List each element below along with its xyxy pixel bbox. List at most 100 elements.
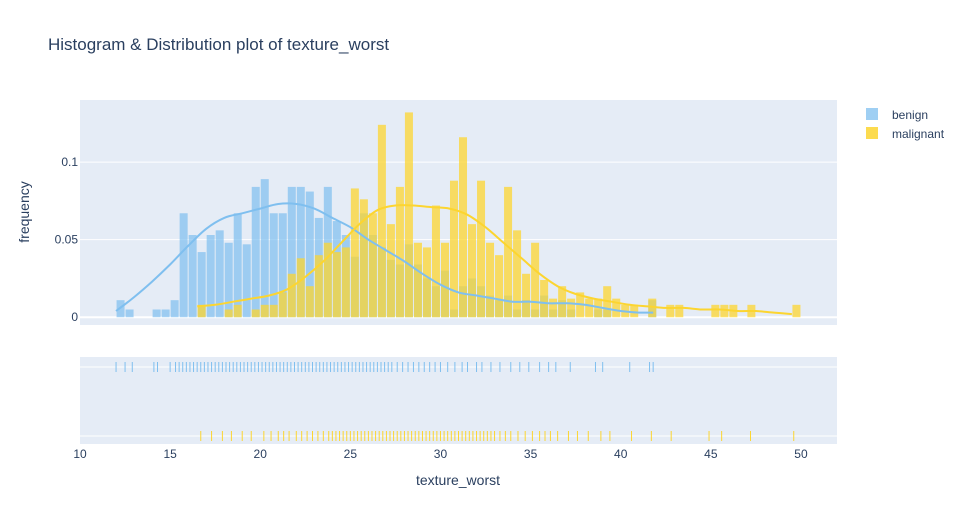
bar-malignant[interactable] — [558, 286, 567, 318]
bar-malignant[interactable] — [459, 137, 468, 318]
legend-swatch-benign — [866, 108, 878, 120]
bar-malignant[interactable] — [350, 188, 359, 318]
bar-malignant[interactable] — [666, 304, 675, 318]
bar-malignant[interactable] — [296, 258, 305, 318]
bar-malignant[interactable] — [648, 298, 657, 318]
bar-malignant[interactable] — [404, 112, 413, 318]
bar-benign[interactable] — [161, 309, 170, 318]
bar-malignant[interactable] — [422, 247, 431, 318]
main-plot-background — [80, 100, 837, 325]
bar-benign[interactable] — [206, 235, 215, 318]
bar-malignant[interactable] — [612, 298, 621, 318]
bar-malignant[interactable] — [431, 205, 440, 318]
bar-malignant[interactable] — [549, 298, 558, 318]
bar-malignant[interactable] — [251, 309, 260, 318]
x-tick-label: 20 — [254, 447, 268, 461]
bar-benign[interactable] — [269, 213, 278, 318]
bar-benign[interactable] — [215, 230, 224, 318]
chart-title: Histogram & Distribution plot of texture… — [48, 35, 389, 54]
bar-malignant[interactable] — [792, 304, 801, 318]
bar-malignant[interactable] — [269, 304, 278, 318]
kde-curves — [115, 202, 792, 316]
y-tick-label: 0.1 — [61, 155, 78, 169]
x-axis-title: texture_worst — [416, 472, 500, 488]
y-axis-tick-labels: 0 0.05 0.1 — [55, 155, 79, 324]
bar-malignant[interactable] — [522, 273, 531, 318]
legend-item-benign[interactable]: benign — [866, 108, 928, 122]
bar-malignant[interactable] — [377, 124, 386, 318]
bar-malignant[interactable] — [386, 224, 395, 318]
bar-benign[interactable] — [233, 213, 242, 318]
x-tick-label: 50 — [794, 447, 808, 461]
bar-malignant[interactable] — [287, 273, 296, 318]
bar-malignant[interactable] — [504, 186, 513, 318]
bar-malignant[interactable] — [278, 292, 287, 318]
rug-plot-background — [80, 357, 837, 444]
kde-curve-malignant[interactable] — [197, 204, 792, 316]
bar-malignant[interactable] — [675, 304, 684, 318]
bar-benign[interactable] — [287, 186, 296, 318]
bar-malignant[interactable] — [197, 304, 206, 318]
y-tick-label: 0.05 — [55, 233, 79, 247]
y-axis-title: frequency — [16, 181, 32, 242]
rug-marks — [115, 362, 795, 441]
bar-malignant[interactable] — [233, 304, 242, 318]
bar-malignant[interactable] — [305, 286, 314, 318]
legend-label-malignant: malignant — [892, 127, 945, 141]
legend-item-malignant[interactable]: malignant — [866, 127, 945, 141]
bar-malignant[interactable] — [449, 180, 458, 318]
legend: benign malignant — [866, 108, 945, 141]
bar-malignant[interactable] — [630, 304, 639, 318]
bar-malignant[interactable] — [531, 242, 540, 318]
x-tick-label: 10 — [73, 447, 87, 461]
kde-curve-benign[interactable] — [115, 202, 654, 314]
bar-malignant[interactable] — [567, 298, 576, 318]
bar-benign[interactable] — [278, 213, 287, 318]
bar-benign[interactable] — [224, 242, 233, 318]
bar-malignant[interactable] — [585, 298, 594, 318]
bar-benign[interactable] — [152, 309, 161, 318]
bar-benign[interactable] — [251, 186, 260, 318]
bar-malignant[interactable] — [332, 252, 341, 318]
bar-malignant[interactable] — [540, 280, 549, 318]
x-tick-label: 25 — [344, 447, 358, 461]
x-tick-label: 40 — [614, 447, 628, 461]
bar-benign[interactable] — [305, 191, 314, 318]
bar-malignant[interactable] — [395, 186, 404, 318]
bar-malignant[interactable] — [720, 304, 729, 318]
x-tick-label: 35 — [524, 447, 538, 461]
bar-benign[interactable] — [188, 235, 197, 318]
x-tick-label: 30 — [434, 447, 448, 461]
bar-malignant[interactable] — [359, 199, 368, 318]
bar-benign[interactable] — [296, 186, 305, 318]
main-plot-gridlines — [80, 161, 837, 437]
bar-malignant[interactable] — [224, 309, 233, 318]
bar-malignant[interactable] — [368, 213, 377, 318]
bar-malignant[interactable] — [341, 247, 350, 318]
x-tick-label: 45 — [704, 447, 718, 461]
x-tick-label: 15 — [163, 447, 177, 461]
bar-malignant[interactable] — [486, 242, 495, 318]
bar-benign[interactable] — [170, 300, 179, 318]
bar-malignant[interactable] — [260, 304, 269, 318]
bar-malignant[interactable] — [323, 242, 332, 318]
bar-benign[interactable] — [197, 252, 206, 318]
bar-benign[interactable] — [242, 244, 251, 318]
bar-malignant[interactable] — [468, 224, 477, 318]
bar-malignant[interactable] — [314, 255, 323, 318]
bar-malignant[interactable] — [711, 304, 720, 318]
bar-malignant[interactable] — [477, 180, 486, 318]
bar-benign[interactable] — [260, 179, 269, 318]
legend-swatch-malignant — [866, 127, 878, 139]
bar-benign[interactable] — [179, 213, 188, 318]
bar-benign[interactable] — [125, 309, 134, 318]
y-tick-label: 0 — [71, 310, 78, 324]
bar-malignant[interactable] — [495, 255, 504, 318]
x-axis-tick-labels: 10 15 20 25 30 35 40 45 50 — [73, 447, 808, 461]
bar-malignant[interactable] — [440, 242, 449, 318]
legend-label-benign: benign — [892, 108, 928, 122]
bar-malignant[interactable] — [513, 230, 522, 318]
bar-malignant[interactable] — [413, 242, 422, 318]
